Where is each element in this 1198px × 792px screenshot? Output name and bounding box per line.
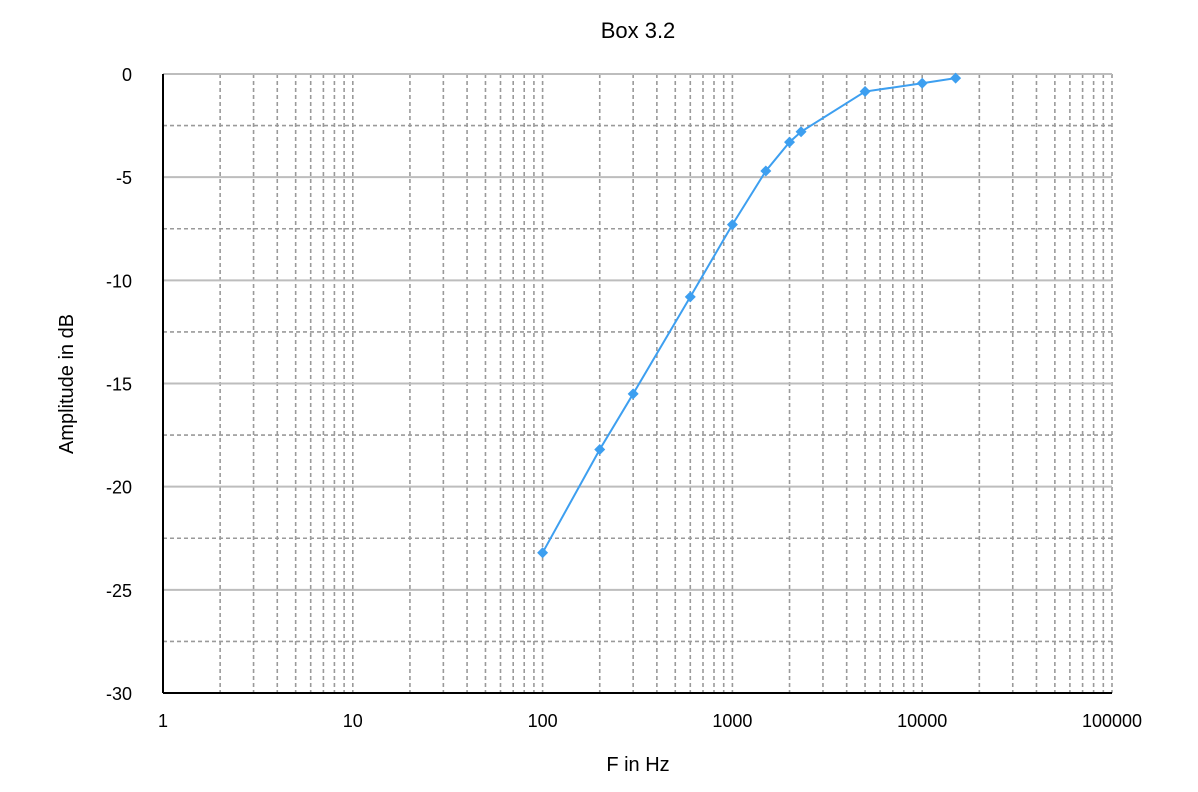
x-tick-label: 1000 bbox=[712, 711, 752, 731]
data-point bbox=[537, 547, 549, 559]
y-tick-label: -30 bbox=[106, 684, 132, 704]
y-tick-label: -20 bbox=[106, 478, 132, 498]
axes bbox=[162, 74, 1112, 694]
data-point bbox=[627, 388, 639, 400]
grid bbox=[162, 73, 1113, 693]
x-tick-label: 100 bbox=[528, 711, 558, 731]
data-point bbox=[950, 72, 962, 84]
data-point bbox=[859, 86, 871, 98]
x-tick-label: 10 bbox=[343, 711, 363, 731]
x-axis-label: F in Hz bbox=[606, 754, 669, 776]
chart-title: Box 3.2 bbox=[601, 18, 676, 43]
y-tick-label: -25 bbox=[106, 581, 132, 601]
x-tick-labels: 1 10 100 1000 10000 100000 bbox=[158, 711, 1142, 731]
data-point bbox=[684, 291, 696, 303]
y-axis-label: Amplitude in dB bbox=[56, 314, 78, 454]
data-point bbox=[760, 165, 772, 177]
y-tick-label: -5 bbox=[116, 168, 132, 188]
data-point bbox=[795, 126, 807, 138]
y-tick-label: -10 bbox=[106, 271, 132, 291]
data-point bbox=[726, 219, 738, 231]
y-tick-label: 0 bbox=[122, 65, 132, 85]
plot-series bbox=[537, 72, 962, 559]
x-tick-label: 10000 bbox=[897, 711, 947, 731]
x-tick-label: 100000 bbox=[1082, 711, 1142, 731]
data-point bbox=[784, 136, 796, 148]
series-line bbox=[541, 77, 956, 554]
x-tick-label: 1 bbox=[158, 711, 168, 731]
y-tick-label: -15 bbox=[106, 375, 132, 395]
y-tick-labels: 0 -5 -10 -15 -20 -25 -30 bbox=[106, 65, 132, 704]
data-point bbox=[916, 77, 928, 89]
data-point bbox=[594, 444, 606, 456]
